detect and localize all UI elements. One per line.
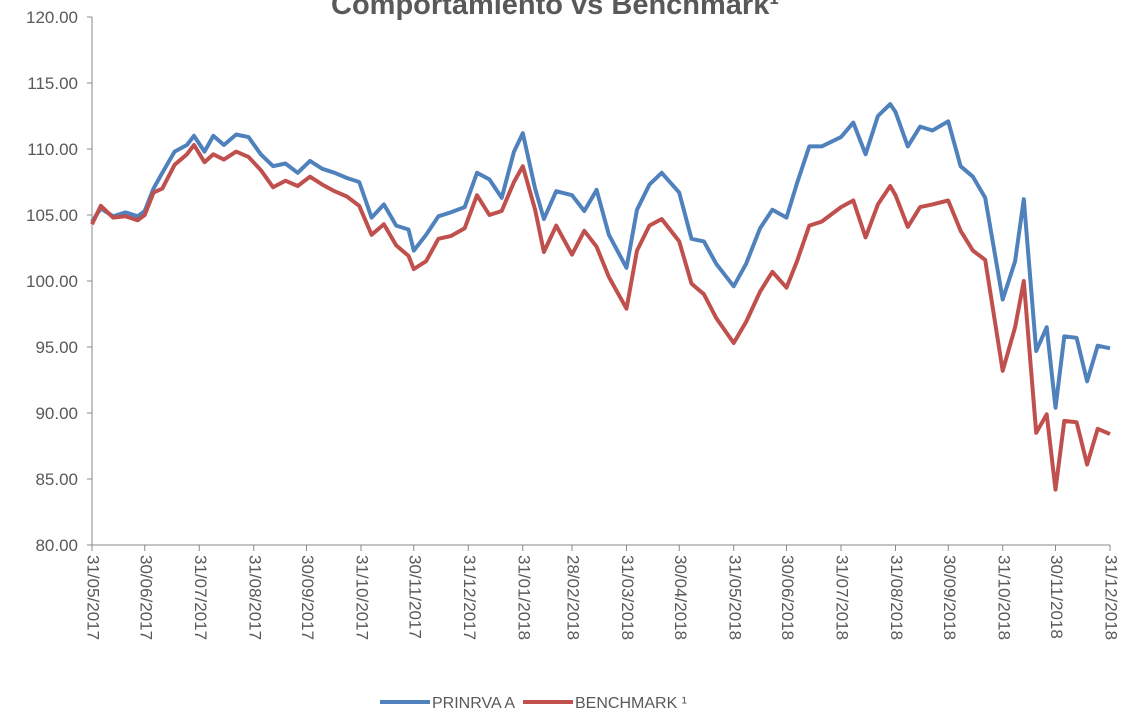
y-tick-label: 105.00 (26, 206, 78, 225)
legend-label: PRINRVA A (432, 695, 515, 712)
y-tick-label: 100.00 (26, 272, 78, 291)
y-tick-label: 85.00 (35, 470, 78, 489)
x-tick-label: 28/02/2018 (564, 555, 583, 640)
x-tick-label: 30/11/2018 (1047, 555, 1066, 639)
y-tick-label: 115.00 (27, 74, 78, 93)
x-tick-label: 30/11/2017 (405, 555, 424, 639)
legend-label: BENCHMARK ¹ (575, 695, 687, 712)
x-tick-label: 30/09/2017 (298, 555, 317, 640)
x-tick-label: 30/06/2018 (778, 555, 797, 640)
x-tick-label: 31/07/2018 (833, 555, 852, 640)
y-tick-label: 90.00 (35, 404, 78, 423)
x-tick-label: 31/12/2017 (460, 555, 479, 640)
x-tick-label: 31/05/2018 (725, 555, 744, 640)
series-line (90, 143, 1111, 492)
x-tick-label: 31/08/2018 (887, 555, 906, 640)
x-tick-label: 31/08/2017 (245, 555, 264, 640)
series-line (90, 102, 1111, 410)
x-tick-label: 31/05/2017 (84, 555, 103, 640)
chart-title: Comportamiento vs Benchmark¹ (331, 0, 779, 21)
x-tick-label: 31/07/2017 (191, 555, 210, 640)
y-tick-label: 80.00 (35, 536, 78, 555)
x-tick-label: 31/10/2017 (353, 555, 372, 640)
x-tick-label: 30/06/2017 (136, 555, 155, 640)
y-tick-label: 120.00 (26, 8, 78, 27)
x-tick-label: 30/09/2018 (940, 555, 959, 640)
y-tick-label: 95.00 (35, 338, 78, 357)
y-tick-label: 110.00 (27, 140, 78, 159)
x-tick-label: 31/12/2018 (1102, 555, 1121, 640)
x-tick-label: 31/01/2018 (514, 555, 533, 640)
x-tick-label: 31/10/2018 (994, 555, 1013, 640)
x-tick-label: 30/04/2018 (671, 555, 690, 640)
x-tick-label: 31/03/2018 (618, 555, 637, 640)
